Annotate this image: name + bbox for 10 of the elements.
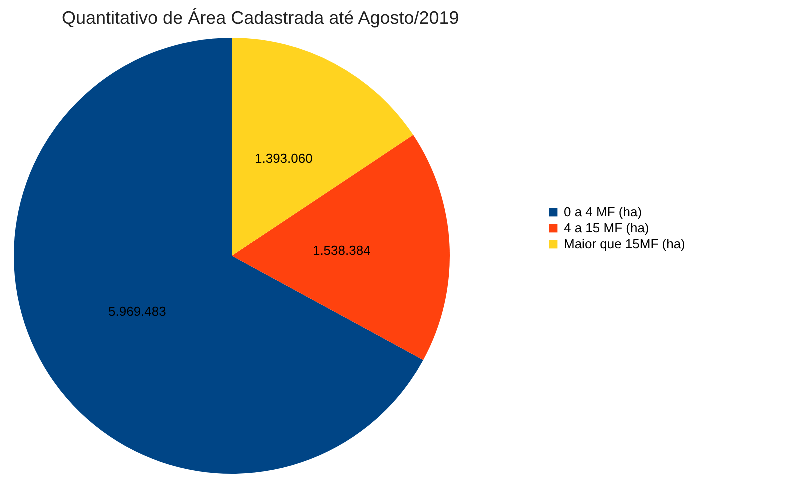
pie-slice <box>14 38 424 474</box>
pie-slice <box>232 38 414 256</box>
data-label: 5.969.483 <box>108 304 166 320</box>
data-label: 1.393.060 <box>255 151 313 166</box>
data-label: 1.538.384 <box>312 243 371 258</box>
legend-label: 4 a 15 MF (ha) <box>564 220 650 236</box>
legend-label: 0 a 4 MF (ha) <box>564 204 642 220</box>
chart-title: Quantitativo de Área Cadastrada até Agosto/2019 <box>62 8 460 28</box>
pie-slice <box>232 135 450 360</box>
legend-label: Maior que 15MF (ha) <box>564 236 686 252</box>
